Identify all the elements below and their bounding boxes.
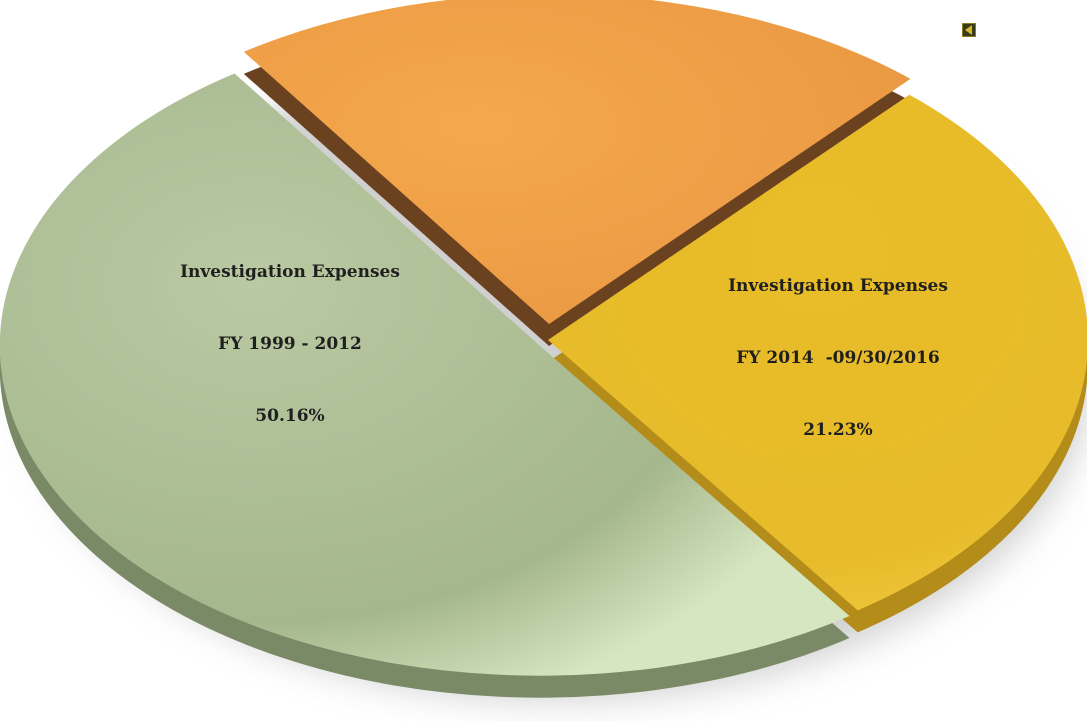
pie-slice [0, 73, 850, 676]
nav-back-button[interactable] [962, 23, 976, 37]
pie-slice [548, 94, 1087, 611]
slice-label-line: FY 2014 -09/30/2016 [736, 348, 940, 368]
slice-label-value: 21.23% [803, 420, 873, 440]
chevron-left-icon [965, 25, 972, 35]
slice-label: Investigation Expenses FY 1999 - 2012 50… [150, 212, 430, 476]
pie-slice [243, 0, 911, 325]
slice-label-line: Investigation Expenses [728, 276, 948, 296]
slice-label-line: FY 1999 - 2012 [218, 334, 362, 354]
slice-label-value: 50.16% [255, 406, 325, 426]
slice-label-line: Investigation Expenses [180, 262, 400, 282]
slice-label: Investigation Expenses FY 2014 -09/30/20… [698, 226, 978, 490]
